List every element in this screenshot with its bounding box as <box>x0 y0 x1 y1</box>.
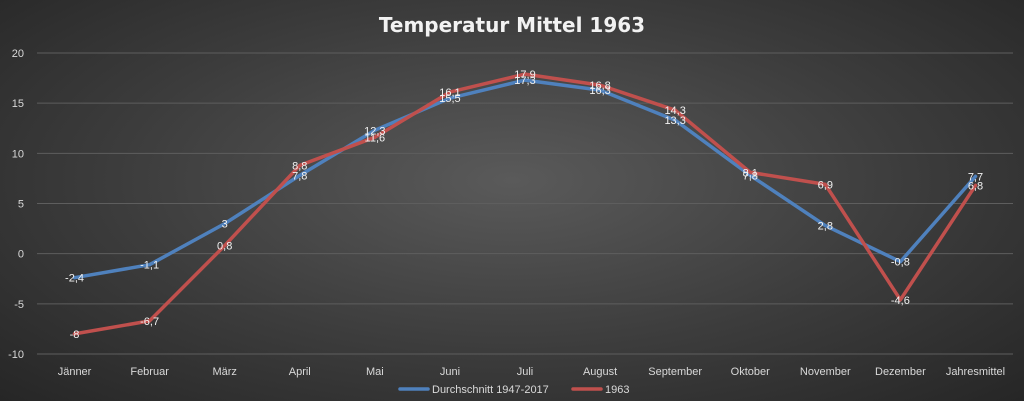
data-label: 7,8 <box>743 170 758 182</box>
data-label: 7,8 <box>292 170 307 182</box>
grid-layer <box>37 52 1013 355</box>
y-axis-ticks: -10 -5 0 5 10 15 20 <box>8 48 24 361</box>
y-tick-label: 20 <box>12 48 24 60</box>
x-tick-label: März <box>212 366 236 378</box>
data-label: 17,3 <box>514 75 535 87</box>
data-label: -2,4 <box>65 273 84 285</box>
data-label: 8,1 <box>743 167 758 179</box>
legend-label: Durchschnitt 1947-2017 <box>432 384 549 396</box>
data-label: 7,7 <box>968 171 983 183</box>
y-tick-label: 0 <box>18 249 24 261</box>
x-tick-label: Oktober <box>731 366 770 378</box>
y-tick-label: -5 <box>14 299 24 311</box>
x-tick-label: Februar <box>130 366 169 378</box>
data-label: 3 <box>222 219 228 231</box>
data-labels: -2,4 -1,1 3 7,8 12,3 15,5 17,3 16,3 13,3 7,8 2,8 -0… <box>65 69 983 341</box>
data-label: 16,3 <box>589 85 610 97</box>
data-label: 11,6 <box>365 132 386 144</box>
data-label: 0,8 <box>217 241 232 253</box>
data-label: 6,8 <box>968 180 983 192</box>
data-label: 15,5 <box>439 93 460 105</box>
legend: Durchschnitt 1947-2017 1963 <box>398 384 629 396</box>
x-tick-label: September <box>648 366 702 378</box>
y-tick-label: 10 <box>12 148 24 160</box>
x-tick-label: Dezember <box>875 366 926 378</box>
data-label: 14,3 <box>664 105 685 117</box>
x-tick-label: Jahresmittel <box>946 366 1005 378</box>
data-label: 13,3 <box>664 115 685 127</box>
legend-label: 1963 <box>605 384 629 396</box>
x-tick-label: Juli <box>517 366 534 378</box>
data-label: -8 <box>70 329 80 341</box>
x-tick-label: Mai <box>366 366 384 378</box>
data-label: 2,8 <box>818 221 833 233</box>
data-label: 16,1 <box>439 87 460 99</box>
x-tick-label: August <box>583 366 617 378</box>
data-label: -4,6 <box>891 295 910 307</box>
series-line-1 <box>72 72 978 336</box>
data-label: 8,8 <box>292 160 307 172</box>
series-line-0 <box>72 78 978 280</box>
x-tick-label: Juni <box>440 366 460 378</box>
data-label: -0,8 <box>891 257 910 269</box>
chart-title: Temperatur Mittel 1963 <box>379 13 645 37</box>
y-tick-label: 5 <box>18 199 24 211</box>
data-label: -1,1 <box>140 260 159 272</box>
series-layer <box>72 72 978 336</box>
data-label: 6,9 <box>818 179 833 191</box>
data-label: -6,7 <box>140 316 159 328</box>
data-label: 12,3 <box>364 125 385 137</box>
data-label: 17,9 <box>514 69 535 81</box>
x-tick-label: November <box>800 366 851 378</box>
y-tick-label: -10 <box>8 349 24 361</box>
x-axis-ticks: Jänner Februar März April Mai Juni Juli August S… <box>58 366 1005 378</box>
data-label: 16,8 <box>589 80 610 92</box>
x-tick-label: April <box>289 366 311 378</box>
y-tick-label: 15 <box>12 98 24 110</box>
x-tick-label: Jänner <box>58 366 92 378</box>
